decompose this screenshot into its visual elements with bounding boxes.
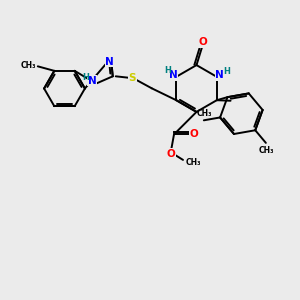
Text: CH₃: CH₃ <box>21 61 36 70</box>
Text: N: N <box>105 57 114 67</box>
Text: H: H <box>82 73 89 82</box>
Text: O: O <box>167 149 176 159</box>
Text: S: S <box>128 73 136 83</box>
Text: CH₃: CH₃ <box>259 146 274 155</box>
Text: CH₃: CH₃ <box>186 158 202 167</box>
Text: N: N <box>169 70 178 80</box>
Text: O: O <box>199 37 208 47</box>
Text: N: N <box>88 76 97 86</box>
Text: O: O <box>190 129 199 140</box>
Text: H: H <box>164 66 171 75</box>
Text: CH₃: CH₃ <box>197 109 212 118</box>
Text: N: N <box>215 70 224 80</box>
Text: H: H <box>223 67 230 76</box>
